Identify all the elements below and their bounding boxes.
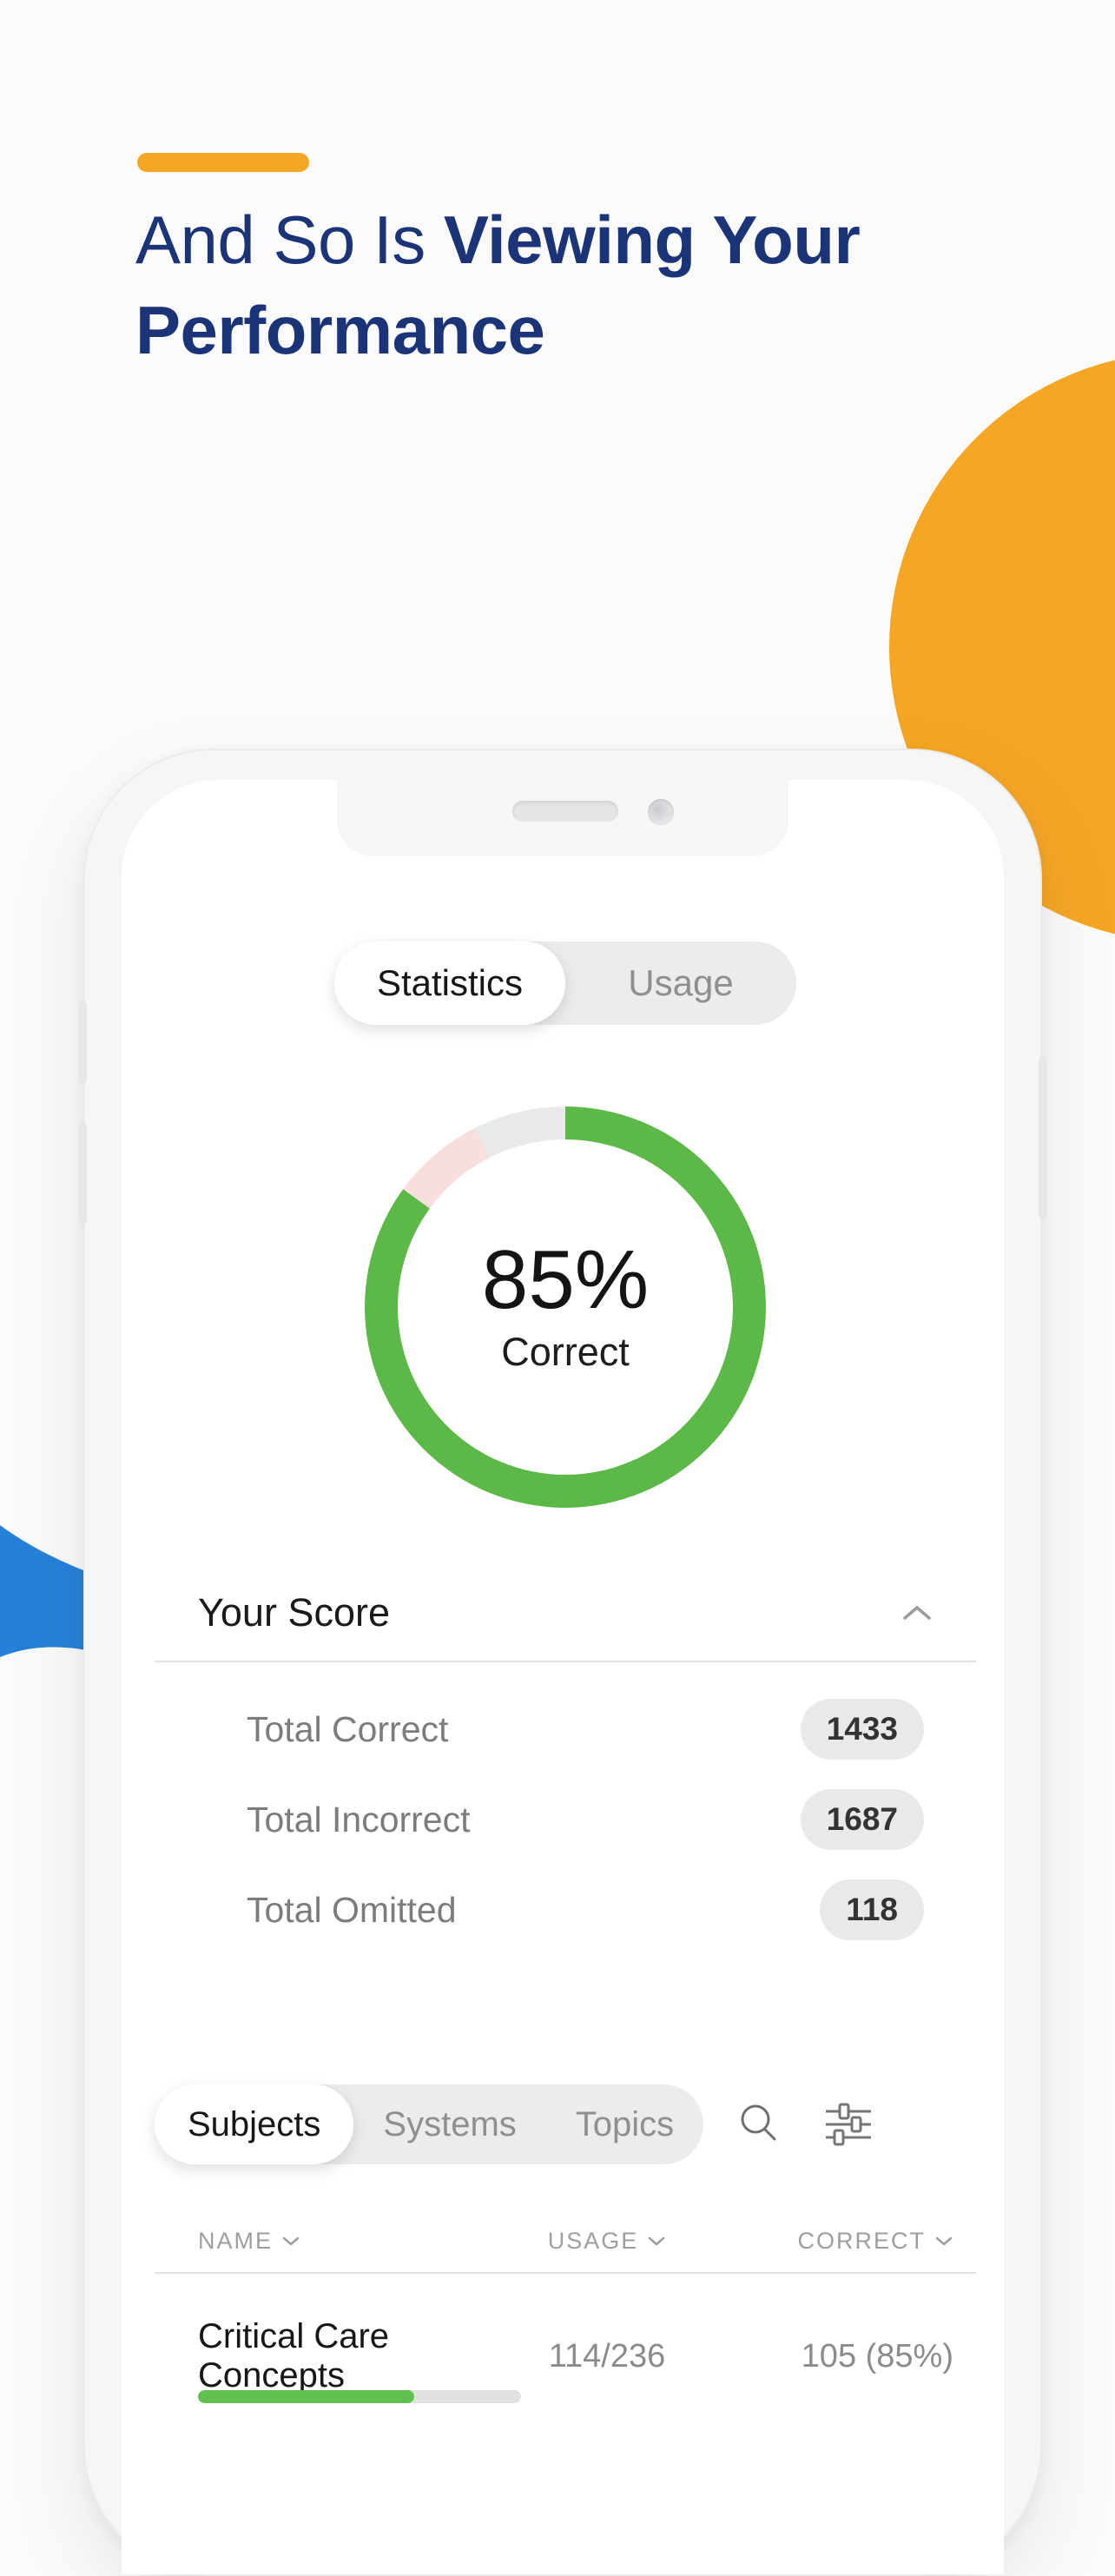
heading-accent-bar — [137, 153, 309, 172]
column-header-correct[interactable]: CORRECT — [716, 2228, 976, 2255]
phone-power-button — [1039, 1056, 1047, 1219]
divider — [155, 2272, 976, 2274]
donut-center-label: 85% Correct — [365, 1106, 766, 1508]
row-progress-track — [198, 2390, 521, 2403]
donut-percent: 85% — [481, 1233, 650, 1326]
score-section-title: Your Score — [198, 1590, 390, 1635]
score-row-label: Total Omitted — [247, 1889, 457, 1930]
statistics-usage-toggle: Statistics Usage — [334, 941, 796, 1025]
score-row-total-correct: Total Correct 1433 — [155, 1697, 976, 1761]
tab-usage[interactable]: Usage — [565, 941, 796, 1025]
row-correct: 105 (85%) — [801, 2337, 953, 2375]
donut-wrap: 85% Correct — [155, 1106, 976, 1508]
chevron-down-icon — [649, 2236, 665, 2246]
divider — [155, 1661, 976, 1662]
tab-topics[interactable]: Topics — [546, 2084, 703, 2164]
donut-caption: Correct — [501, 1330, 630, 1374]
tab-subjects[interactable]: Subjects — [155, 2084, 354, 2164]
search-icon — [741, 2104, 776, 2141]
phone-mockup: Statistics Usage 85% Correct Your Score — [78, 749, 1047, 2576]
phone-volume-button — [78, 1122, 87, 1225]
column-header-label: CORRECT — [797, 2227, 926, 2254]
column-header-label: USAGE — [547, 2227, 639, 2254]
row-usage: 114/236 — [548, 2337, 666, 2375]
score-row-value-badge: 118 — [820, 1879, 924, 1940]
chevron-down-icon — [282, 2236, 300, 2246]
page-title-regular: And So Is — [135, 201, 444, 278]
phone-notch — [337, 780, 788, 856]
donut-hole — [398, 1139, 733, 1475]
speaker-grill — [512, 801, 618, 822]
search-button[interactable] — [735, 2100, 783, 2149]
phone-mute-button — [78, 1001, 87, 1084]
column-header-usage[interactable]: USAGE — [498, 2228, 716, 2255]
tab-systems[interactable]: Systems — [353, 2084, 545, 2164]
column-header-label: NAME — [198, 2227, 274, 2254]
score-row-label: Total Incorrect — [247, 1799, 471, 1840]
page-title: And So Is Viewing Your Performance — [135, 195, 1004, 375]
phone-screen: Statistics Usage 85% Correct Your Score — [122, 780, 1004, 2574]
score-row-value-badge: 1433 — [800, 1699, 924, 1760]
score-section-header[interactable]: Your Score — [155, 1581, 976, 1645]
score-row-label: Total Correct — [247, 1708, 449, 1749]
score-row-value-badge: 1687 — [800, 1789, 924, 1850]
filter-sliders-icon — [826, 2103, 871, 2146]
table-header: NAME USAGE CORRECT — [155, 2218, 976, 2263]
category-tabs-row: Subjects Systems Topics — [155, 2084, 976, 2164]
tab-statistics[interactable]: Statistics — [334, 941, 565, 1025]
chevron-down-icon — [935, 2236, 953, 2246]
row-name: Critical Care Concepts — [198, 2317, 390, 2394]
column-header-name[interactable]: NAME — [155, 2228, 498, 2255]
score-row-total-incorrect: Total Incorrect 1687 — [155, 1787, 976, 1852]
score-rows: Total Correct 1433 Total Incorrect 1687 … — [155, 1697, 976, 1968]
page-title-bold: Viewing Your Performance — [135, 201, 861, 368]
table-row[interactable]: Critical Care Concepts 114/236 105 (85%) — [155, 2317, 976, 2403]
category-tabs: Subjects Systems Topics — [155, 2084, 704, 2164]
score-donut-chart: 85% Correct — [365, 1106, 766, 1508]
chevron-up-icon[interactable] — [900, 1602, 934, 1623]
front-camera — [648, 799, 674, 825]
screen-content: Statistics Usage 85% Correct Your Score — [155, 780, 976, 2574]
table-row-values: Critical Care Concepts 114/236 105 (85%) — [155, 2317, 976, 2394]
score-row-total-omitted: Total Omitted 118 — [155, 1878, 976, 1942]
filter-button[interactable] — [823, 2100, 874, 2149]
progress-fill — [198, 2390, 415, 2403]
page: { "page": { "heading": { "regular": "And… — [0, 153, 1115, 2576]
toggle-row: Statistics Usage — [155, 941, 976, 1025]
